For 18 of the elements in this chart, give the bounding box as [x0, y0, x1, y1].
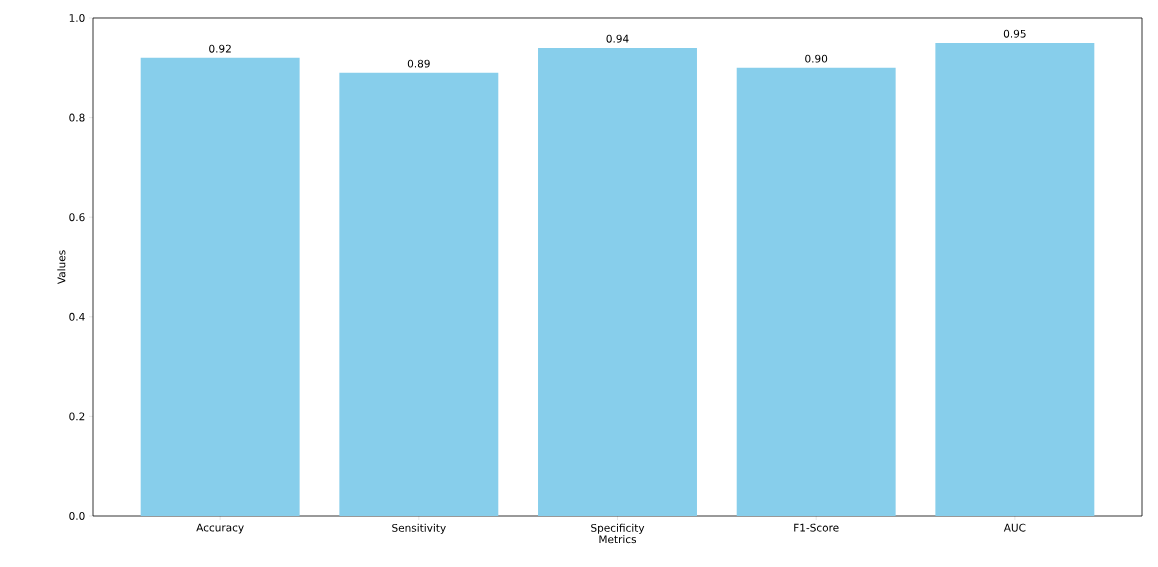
data-label: 0.95: [1003, 29, 1026, 38]
x-tick-label: AUC: [1003, 523, 1026, 532]
y-axis-title: Values: [57, 250, 66, 285]
x-tick-label: Accuracy: [196, 523, 244, 534]
x-axis-title: Metrics: [599, 535, 637, 544]
y-tick-label: 0.0: [69, 512, 85, 520]
x-tick-label: Specificity: [591, 523, 645, 534]
x-tick-label: Sensitivity: [392, 523, 446, 534]
data-label: 0.90: [805, 54, 828, 63]
data-label: 0.92: [209, 44, 231, 53]
data-label: 0.89: [407, 59, 430, 68]
y-tick-label: 1.0: [69, 14, 85, 22]
y-tick-label: 0.4: [69, 312, 85, 321]
y-tick-label: 0.6: [69, 213, 85, 222]
data-label: 0.94: [606, 34, 629, 43]
y-tick-label: 0.2: [69, 412, 85, 421]
y-tick-label: 0.8: [69, 113, 85, 122]
x-tick-label: F1-Score: [794, 523, 839, 532]
